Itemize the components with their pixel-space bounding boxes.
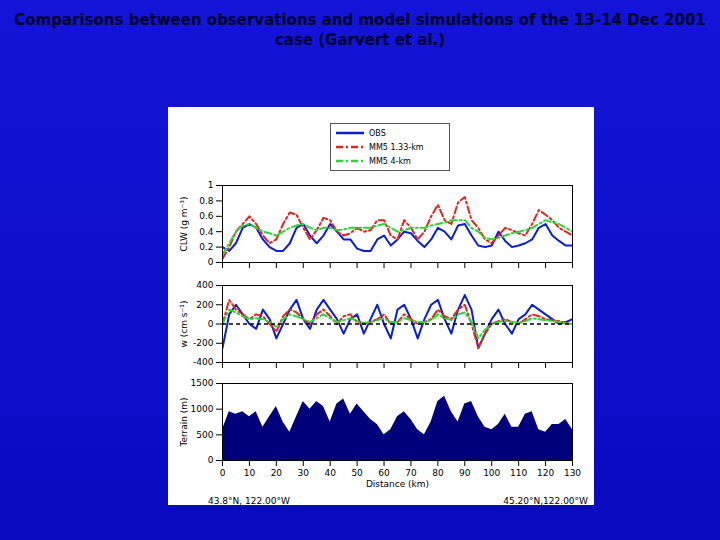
svg-text:0: 0 bbox=[208, 319, 214, 329]
svg-text:120: 120 bbox=[537, 468, 554, 478]
svg-text:-200: -200 bbox=[193, 338, 214, 348]
svg-text:80: 80 bbox=[432, 468, 444, 478]
svg-text:1: 1 bbox=[208, 180, 214, 190]
svg-text:60: 60 bbox=[378, 468, 390, 478]
svg-text:70: 70 bbox=[405, 468, 417, 478]
html-text:MM5 4-km: MM5 4-km bbox=[369, 156, 411, 166]
svg-text:w (cm s⁻¹): w (cm s⁻¹) bbox=[179, 301, 189, 348]
svg-text:100: 100 bbox=[483, 468, 500, 478]
svg-text:40: 40 bbox=[324, 468, 336, 478]
svg-text:400: 400 bbox=[196, 280, 213, 290]
svg-text:0: 0 bbox=[220, 468, 226, 478]
svg-text:90: 90 bbox=[459, 468, 471, 478]
svg-text:0.8: 0.8 bbox=[199, 196, 214, 206]
svg-text:Distance (km): Distance (km) bbox=[366, 479, 429, 489]
svg-text:0.2: 0.2 bbox=[199, 242, 213, 252]
svg-text:50: 50 bbox=[351, 468, 363, 478]
svg-text:0.6: 0.6 bbox=[199, 211, 214, 221]
svg-text:0.4: 0.4 bbox=[199, 227, 214, 237]
svg-text:1500: 1500 bbox=[191, 378, 214, 388]
svg-text:-400: -400 bbox=[193, 357, 214, 367]
html-text:OBS: OBS bbox=[369, 128, 386, 138]
svg-text:CLW (g m⁻³): CLW (g m⁻³) bbox=[179, 197, 189, 252]
svg-text:Terrain (m): Terrain (m) bbox=[179, 397, 189, 447]
svg-text:110: 110 bbox=[510, 468, 527, 478]
svg-text:130: 130 bbox=[564, 468, 581, 478]
svg-text:0: 0 bbox=[208, 455, 214, 465]
svg-text:0: 0 bbox=[208, 257, 214, 267]
svg-text:1000: 1000 bbox=[191, 404, 214, 414]
svg-text:10: 10 bbox=[244, 468, 256, 478]
html-text:45.20°N,122.00°W: 45.20°N,122.00°W bbox=[503, 496, 588, 506]
svg-text:500: 500 bbox=[196, 430, 213, 440]
html-text:Comparisons between observatio: Comparisons between observations and mod… bbox=[14, 11, 706, 49]
svg-text:20: 20 bbox=[271, 468, 283, 478]
html-text:43.8°N, 122.00°W: 43.8°N, 122.00°W bbox=[208, 496, 290, 506]
html-text:MM5 1.33-km: MM5 1.33-km bbox=[369, 142, 424, 152]
svg-text:200: 200 bbox=[196, 300, 213, 310]
svg-text:30: 30 bbox=[298, 468, 310, 478]
